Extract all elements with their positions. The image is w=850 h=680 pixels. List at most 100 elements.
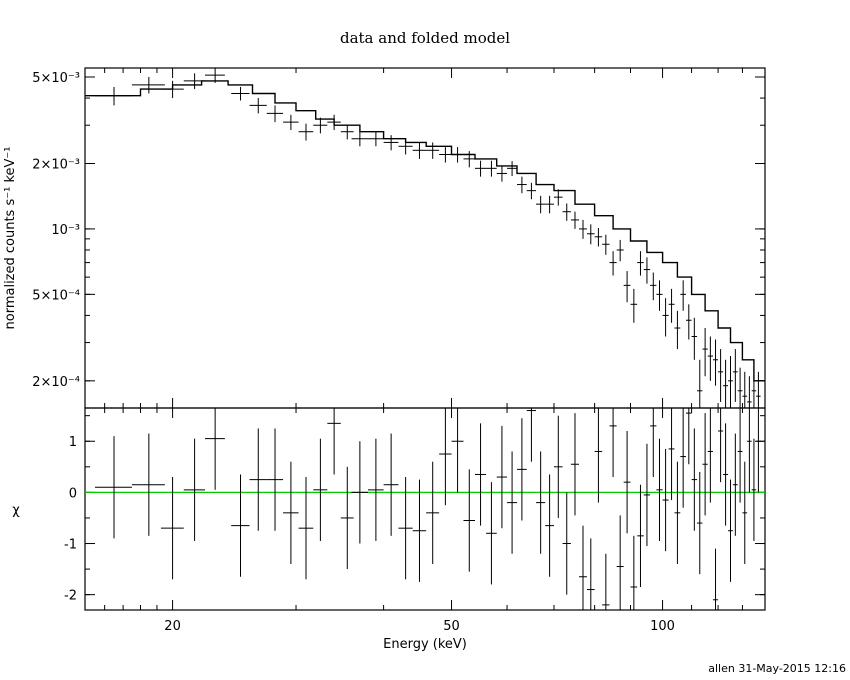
x-axis-label: Energy (keV) [383,637,467,652]
data-point [283,114,299,131]
data-point [707,336,713,381]
residual-point [131,433,165,536]
residual-point [609,408,617,478]
data-point [562,203,571,221]
top-y-axis-label: normalized counts s⁻¹ keV⁻¹ [3,147,18,330]
data-point [545,195,554,214]
data-point [517,176,527,194]
residual-point [674,461,681,564]
bottom-panel-frame [84,407,766,611]
data-point [668,288,675,323]
residual-point [249,428,267,531]
residual-point [545,474,554,577]
residual-point [732,433,738,536]
data-point [742,371,748,408]
data-point [160,80,184,99]
residual-point [496,425,508,529]
residual-point [474,423,487,526]
top-x-ticks [84,68,766,408]
residual-point [712,548,719,610]
residual-point [412,479,427,582]
residual-point [656,438,663,541]
residual-point [351,441,368,544]
data-point [266,105,284,123]
residual-point [707,408,713,503]
data-point [526,182,537,200]
bottom-y-axis-label: χ [12,503,20,518]
residual-point [737,408,743,503]
top-y-ticks: 5×10⁻³ 2×10⁻³ 10⁻³ 5×10⁻⁴ 2×10⁻⁴ [32,71,765,390]
data-point [298,123,314,141]
top-y-tick-label: 5×10⁻³ [32,71,80,86]
residual-point [283,461,299,564]
bottom-y-tick-label: -1 [64,538,77,553]
data-point [327,114,341,131]
residual-point [426,461,440,564]
residual-point [691,428,698,531]
data-point [340,124,354,140]
residual-point [536,451,546,554]
data-point [474,160,487,177]
residual-point [723,423,729,526]
data-point [94,86,132,106]
residual-point [728,479,733,582]
data-point [656,280,663,311]
bottom-y-tick-label: 1 [69,435,77,450]
data-point [507,161,518,177]
data-point [637,251,644,276]
residual-point [562,492,571,595]
residual-point [298,477,314,580]
residual-point [586,538,595,610]
residual-point [526,408,537,462]
residual-point [616,515,624,610]
data-point [412,142,427,159]
residual-point [662,448,669,552]
data-crosses [94,68,761,408]
residual-point [327,408,341,475]
data-point [205,68,225,83]
data-point [723,359,729,408]
residual-point [517,418,527,521]
residual-point [637,484,644,587]
data-point [426,142,440,159]
model-step-path [85,80,765,382]
data-point [630,288,638,323]
top-y-tick-label: 5×10⁻⁴ [32,288,80,303]
residual-point [340,466,354,570]
residual-point [313,438,328,541]
residual-crosses [94,408,761,610]
residual-point [697,471,703,575]
data-point [451,147,464,163]
residual-point [160,477,184,580]
residual-point [630,535,638,610]
x-tick-label: 50 [443,619,460,634]
data-point [747,376,752,408]
chart-title: data and folded model [340,29,510,47]
bottom-x-ticks: 20 50 100 [84,408,766,634]
bottom-y-tick-label: -2 [64,589,77,604]
residual-point [747,408,752,493]
residual-point [668,408,675,501]
data-point [732,349,738,402]
data-point [643,257,651,284]
residual-point [643,443,651,547]
data-point [553,189,563,206]
data-point [616,239,624,262]
residual-point [570,413,580,516]
residual-point [231,474,250,577]
residual-point [266,428,284,531]
x-tick-label: 20 [164,619,181,634]
data-point [313,117,328,134]
data-point [674,310,681,350]
data-point [383,135,399,151]
residual-point [398,477,413,580]
data-point [737,367,743,408]
residual-point [486,482,497,585]
data-point [609,251,617,276]
data-point [728,356,733,408]
data-point [751,367,757,408]
data-point [718,349,724,402]
data-point [351,131,368,147]
residual-point [94,436,132,539]
